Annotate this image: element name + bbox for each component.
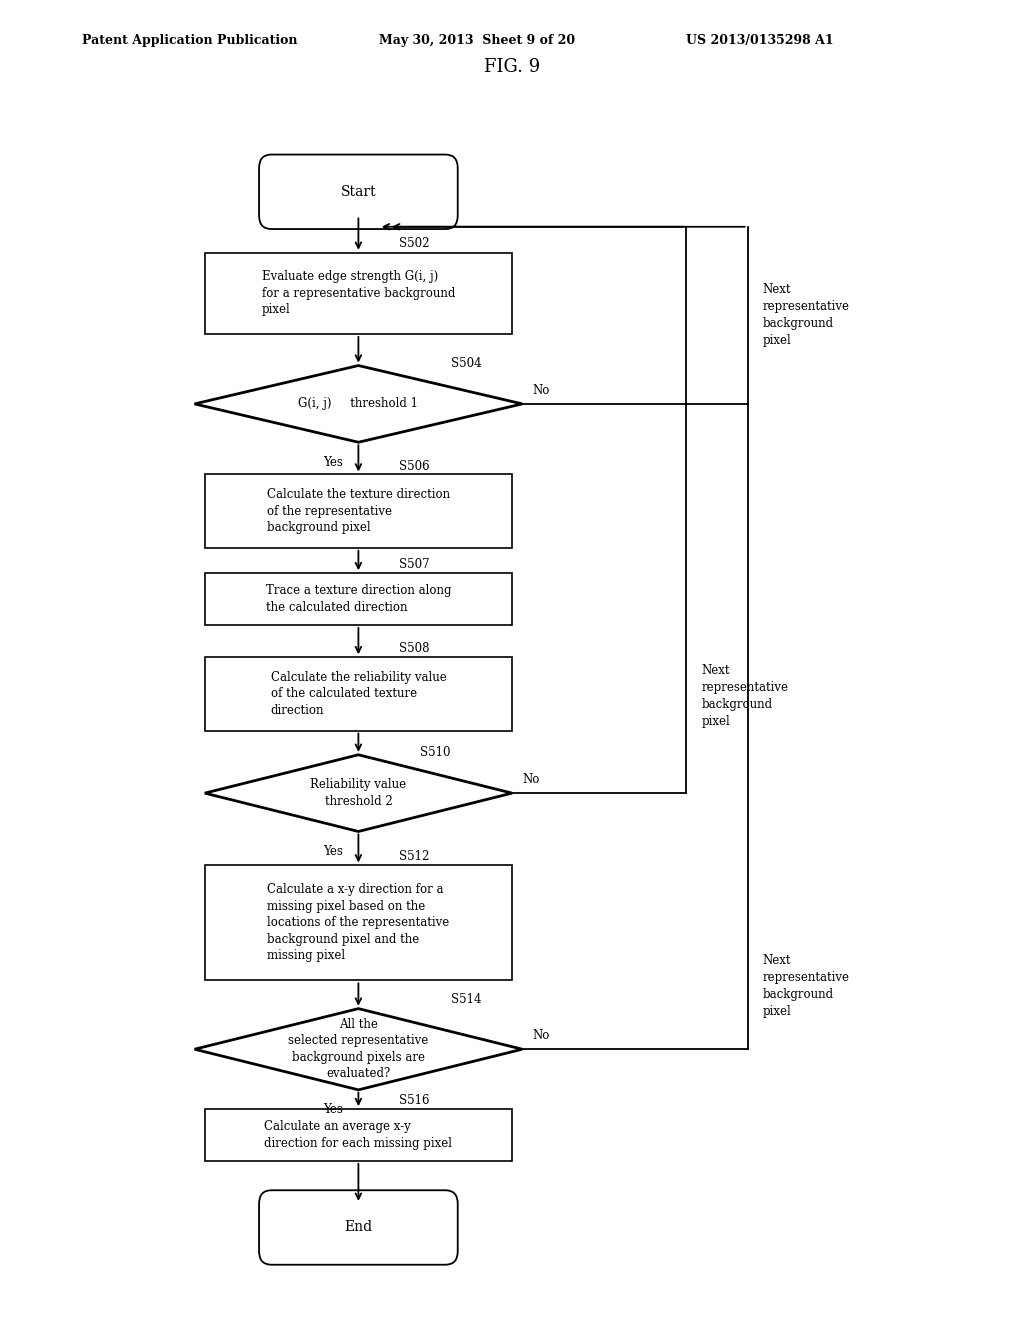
Text: Reliability value
threshold 2: Reliability value threshold 2 — [310, 779, 407, 808]
Text: End: End — [344, 1221, 373, 1234]
Polygon shape — [205, 755, 512, 832]
Text: May 30, 2013  Sheet 9 of 20: May 30, 2013 Sheet 9 of 20 — [379, 34, 575, 48]
Bar — [205, 1109, 512, 1160]
Text: S507: S507 — [399, 558, 430, 570]
Bar — [205, 573, 512, 626]
Text: No: No — [532, 1030, 550, 1043]
Text: Yes: Yes — [324, 455, 343, 469]
Text: All the
selected representative
background pixels are
evaluated?: All the selected representative backgrou… — [289, 1018, 428, 1081]
Text: Start: Start — [341, 185, 376, 199]
Text: Calculate a x-y direction for a
missing pixel based on the
locations of the repr: Calculate a x-y direction for a missing … — [267, 883, 450, 962]
FancyBboxPatch shape — [259, 1191, 458, 1265]
Text: S510: S510 — [420, 746, 451, 759]
Text: Next
representative
background
pixel: Next representative background pixel — [763, 954, 850, 1018]
Text: US 2013/0135298 A1: US 2013/0135298 A1 — [686, 34, 834, 48]
Text: S514: S514 — [451, 994, 481, 1006]
Polygon shape — [195, 366, 522, 442]
Text: S506: S506 — [399, 459, 430, 473]
Text: Calculate the reliability value
of the calculated texture
direction: Calculate the reliability value of the c… — [270, 671, 446, 717]
Text: Yes: Yes — [324, 845, 343, 858]
Text: Next
representative
background
pixel: Next representative background pixel — [763, 284, 850, 347]
Text: S502: S502 — [399, 238, 430, 251]
Text: Yes: Yes — [324, 1104, 343, 1117]
Bar — [205, 252, 512, 334]
Text: S508: S508 — [399, 643, 430, 656]
Text: FIG. 9: FIG. 9 — [484, 58, 540, 77]
Bar — [205, 474, 512, 548]
FancyBboxPatch shape — [259, 154, 458, 230]
Text: S516: S516 — [399, 1094, 430, 1106]
Bar — [205, 657, 512, 730]
Text: Evaluate edge strength G(i, j)
for a representative background
pixel: Evaluate edge strength G(i, j) for a rep… — [262, 271, 455, 317]
Text: Calculate the texture direction
of the representative
background pixel: Calculate the texture direction of the r… — [267, 488, 450, 535]
Text: Next
representative
background
pixel: Next representative background pixel — [701, 664, 788, 729]
Text: S504: S504 — [451, 356, 481, 370]
Text: S512: S512 — [399, 850, 430, 863]
Bar — [205, 866, 512, 981]
Text: Trace a texture direction along
the calculated direction: Trace a texture direction along the calc… — [265, 585, 452, 614]
Text: G(i, j)     threshold 1: G(i, j) threshold 1 — [298, 397, 419, 411]
Text: No: No — [522, 774, 540, 787]
Text: Patent Application Publication: Patent Application Publication — [82, 34, 297, 48]
Text: No: No — [532, 384, 550, 397]
Polygon shape — [195, 1008, 522, 1090]
Text: Calculate an average x-y
direction for each missing pixel: Calculate an average x-y direction for e… — [264, 1121, 453, 1150]
